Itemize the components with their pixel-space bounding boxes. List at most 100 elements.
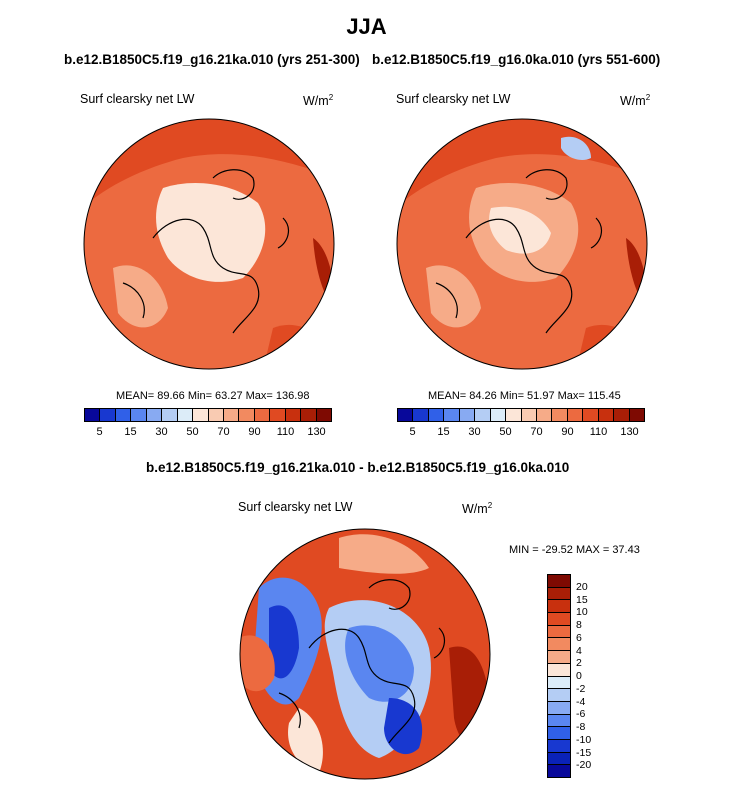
colorbar-swatch bbox=[521, 409, 537, 421]
colorbar-swatch bbox=[548, 752, 570, 766]
diff-case-title: b.e12.B1850C5.f19_g16.21ka.010 - b.e12.B… bbox=[146, 460, 570, 475]
coastline bbox=[122, 169, 290, 334]
colorbar-tick-label: 50 bbox=[499, 426, 512, 438]
colorbar-swatch bbox=[177, 409, 194, 421]
colorbar-tick-label: 0 bbox=[576, 670, 582, 682]
colorbar-tick-label: 30 bbox=[468, 426, 481, 438]
colorbar-tick-label: -8 bbox=[576, 721, 586, 733]
colorbar-swatch bbox=[548, 739, 570, 753]
pale-region bbox=[489, 206, 551, 254]
colorbar-tick-label: 4 bbox=[576, 644, 582, 657]
right-colorbar bbox=[397, 408, 645, 422]
colorbar-swatch bbox=[413, 409, 429, 421]
colorbar-tick-label: 10 bbox=[576, 606, 588, 619]
colorbar-swatch bbox=[548, 663, 570, 677]
warm-region bbox=[397, 119, 647, 208]
colorbar-tick-label: 5 bbox=[409, 426, 416, 438]
colorbar-swatch bbox=[100, 409, 116, 421]
colorbar-tick-label: 8 bbox=[576, 619, 582, 631]
colorbar-swatch bbox=[548, 714, 570, 728]
colorbar-swatch bbox=[548, 689, 570, 702]
diff-stats: MIN = -29.52 MAX = 37.43 bbox=[509, 544, 640, 556]
left-colorbar bbox=[84, 408, 332, 422]
warm-region bbox=[339, 534, 429, 574]
map-field bbox=[397, 119, 647, 369]
warm-region bbox=[576, 324, 647, 369]
colorbar-tick-label: 5 bbox=[96, 426, 103, 438]
colorbar-swatch bbox=[548, 676, 570, 690]
colorbar-swatch bbox=[506, 409, 522, 421]
pale-region bbox=[176, 206, 238, 254]
colorbar-tick-label: -10 bbox=[576, 733, 592, 746]
colorbar-swatch bbox=[223, 409, 240, 421]
right-variable-label: Surf clearsky net LW bbox=[396, 92, 511, 106]
colorbar-tick-label: 130 bbox=[307, 426, 326, 438]
colorbar-swatch bbox=[459, 409, 476, 421]
colorbar-tick-label: 2 bbox=[576, 657, 582, 670]
colorbar-swatch bbox=[475, 409, 491, 421]
colorbar-tick-label: 90 bbox=[248, 426, 261, 438]
diff-units: W/m2 bbox=[462, 501, 493, 517]
colorbar-tick-label: 6 bbox=[576, 631, 582, 644]
warm-region bbox=[84, 119, 334, 208]
colorbar-swatch bbox=[548, 613, 570, 626]
colorbar-tick-label: 70 bbox=[530, 426, 543, 438]
colorbar-swatch bbox=[583, 409, 599, 421]
map-field bbox=[240, 529, 490, 779]
colorbar-swatch bbox=[548, 727, 570, 740]
colorbar-tick-label: -20 bbox=[576, 759, 592, 772]
cool-region bbox=[561, 136, 591, 160]
colorbar-tick-label: 50 bbox=[186, 426, 199, 438]
warm-region bbox=[288, 708, 323, 773]
colorbar-swatch bbox=[548, 600, 570, 614]
colorbar-swatch bbox=[428, 409, 445, 421]
colorbar-swatch bbox=[239, 409, 255, 421]
colorbar-swatch bbox=[254, 409, 271, 421]
colorbar-tick-label: 90 bbox=[561, 426, 574, 438]
colorbar-tick-label: 130 bbox=[620, 426, 639, 438]
map-border bbox=[239, 528, 491, 780]
season-title: JJA bbox=[346, 14, 387, 39]
colorbar-swatch bbox=[270, 409, 286, 421]
colorbar-swatch bbox=[444, 409, 460, 421]
colorbar-tick-label: -2 bbox=[576, 682, 586, 695]
colorbar-swatch bbox=[301, 409, 317, 421]
colorbar-swatch bbox=[598, 409, 615, 421]
colorbar-swatch bbox=[115, 409, 132, 421]
colorbar-swatch bbox=[548, 651, 570, 664]
warm-region bbox=[240, 635, 275, 692]
left-units: W/m2 bbox=[303, 93, 334, 109]
colorbar-swatch bbox=[131, 409, 147, 421]
colorbar-swatch bbox=[208, 409, 224, 421]
colorbar-swatch bbox=[552, 409, 568, 421]
colorbar-tick-label: 70 bbox=[217, 426, 230, 438]
colorbar-tick-label: -15 bbox=[576, 746, 592, 759]
colorbar-tick-label: 15 bbox=[437, 426, 450, 438]
diff-polar-map bbox=[239, 528, 491, 780]
colorbar-swatch bbox=[316, 409, 331, 421]
colorbar-swatch bbox=[629, 409, 644, 421]
colorbar-swatch bbox=[536, 409, 553, 421]
left-polar-map bbox=[83, 118, 335, 370]
colorbar-tick-label: 30 bbox=[155, 426, 168, 438]
colorbar-swatch bbox=[146, 409, 163, 421]
colorbar-swatch bbox=[398, 409, 414, 421]
colorbar-swatch bbox=[285, 409, 302, 421]
colorbar-tick-label: 15 bbox=[576, 593, 588, 606]
diff-variable-label: Surf clearsky net LW bbox=[238, 500, 353, 514]
right-stats: MEAN= 84.26 Min= 51.97 Max= 115.45 bbox=[428, 390, 621, 402]
colorbar-swatch bbox=[548, 638, 570, 652]
colorbar-swatch bbox=[548, 701, 570, 715]
colorbar-tick-label: 110 bbox=[589, 426, 608, 438]
colorbar-swatch bbox=[193, 409, 209, 421]
colorbar-swatch bbox=[490, 409, 507, 421]
coastline bbox=[435, 169, 603, 334]
cool-region bbox=[269, 605, 299, 679]
colorbar-tick-label: -4 bbox=[576, 695, 586, 708]
colorbar-swatch bbox=[567, 409, 584, 421]
left-variable-label: Surf clearsky net LW bbox=[80, 92, 195, 106]
colorbar-swatch bbox=[548, 587, 570, 601]
colorbar-swatch bbox=[548, 575, 570, 588]
map-border bbox=[83, 118, 335, 370]
colorbar-swatch bbox=[85, 409, 101, 421]
